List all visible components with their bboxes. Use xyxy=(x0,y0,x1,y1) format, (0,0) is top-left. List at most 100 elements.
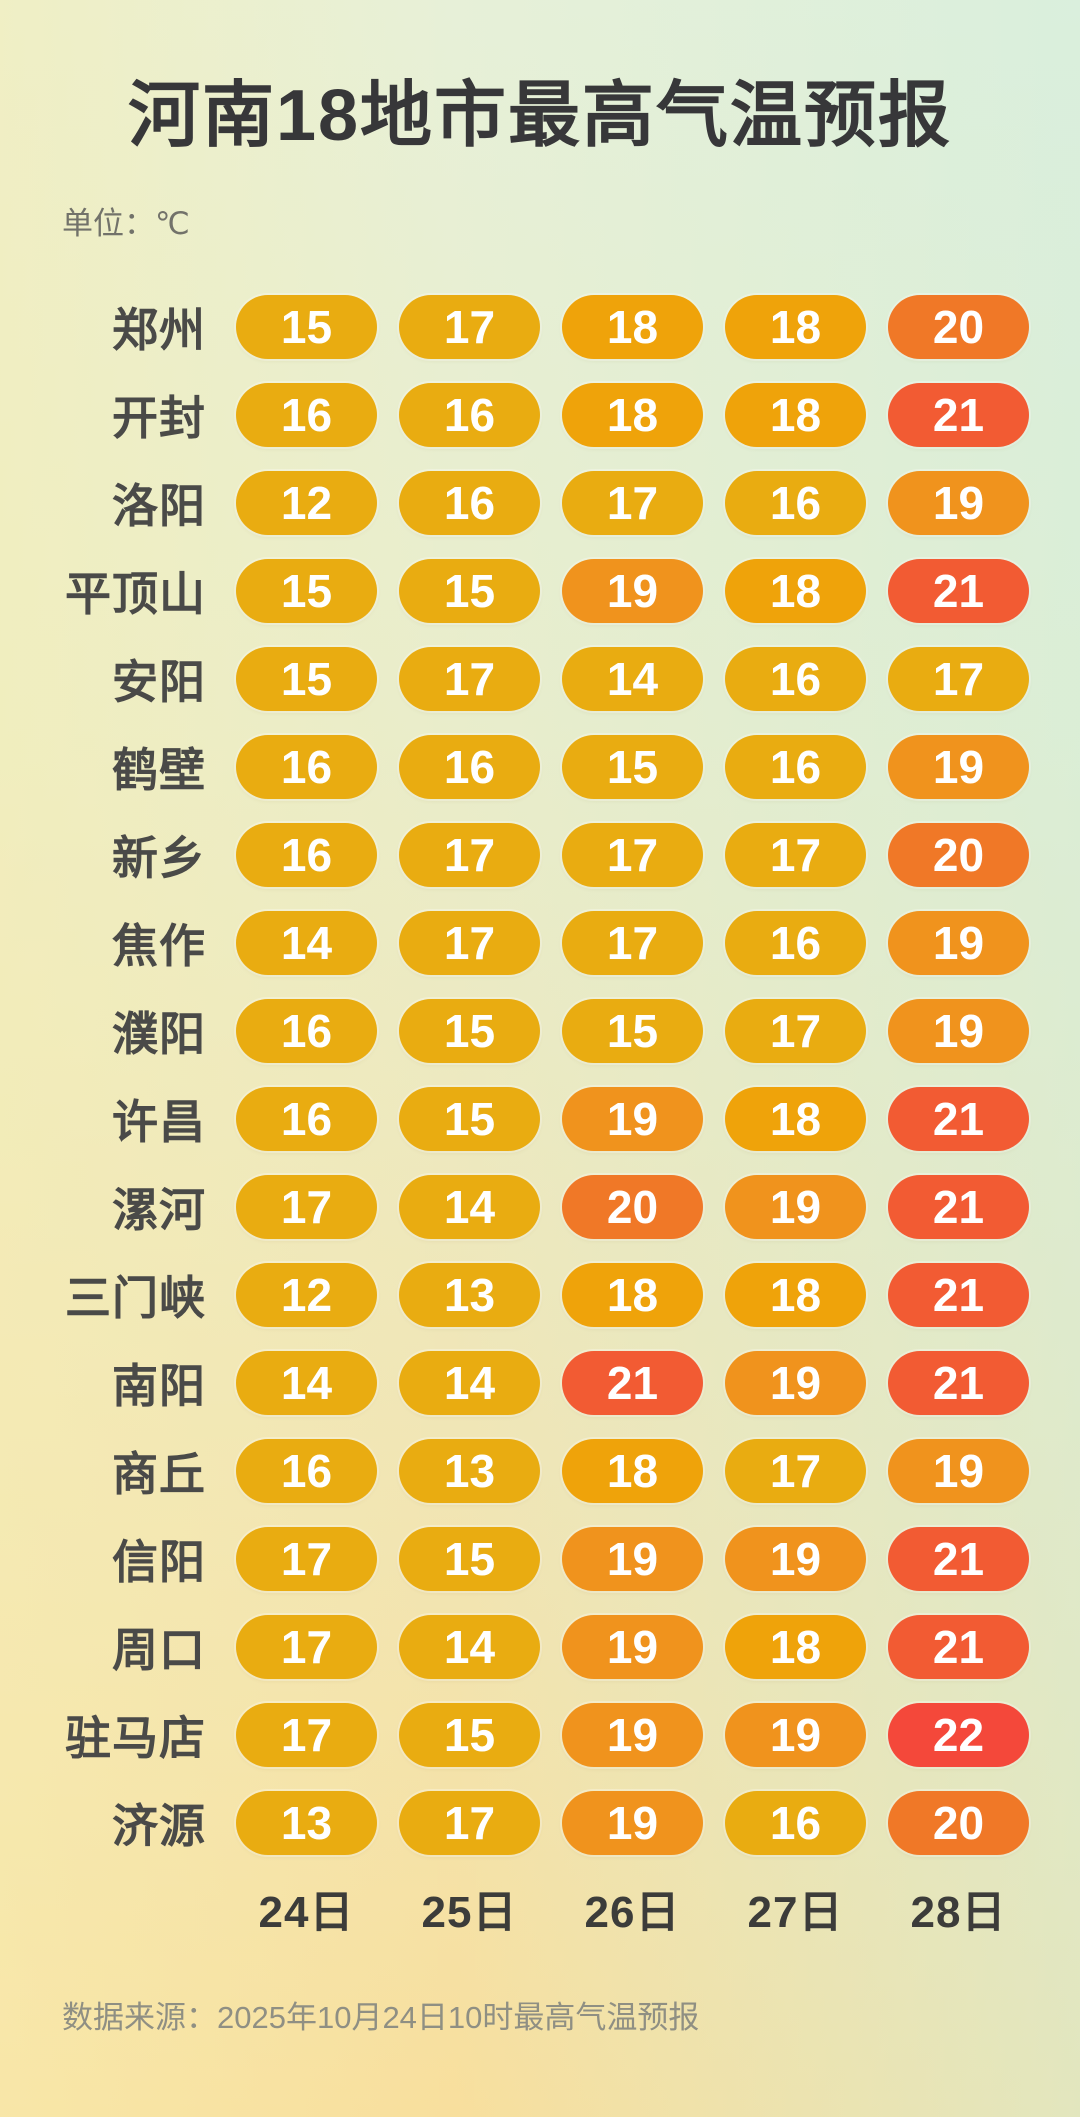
temp-value: 19 xyxy=(769,1533,822,1585)
city-label: 平顶山 xyxy=(65,568,206,620)
city-label: 濮阳 xyxy=(112,1008,206,1060)
city-label: 驻马店 xyxy=(65,1712,206,1764)
temp-pill: 18 xyxy=(562,1263,703,1327)
temp-pill: 21 xyxy=(562,1351,703,1415)
date-label: 24日 xyxy=(258,1888,355,1937)
temp-value: 18 xyxy=(769,389,822,441)
temp-pill: 13 xyxy=(399,1439,540,1503)
temp-value: 19 xyxy=(932,741,985,793)
temp-value: 19 xyxy=(932,1005,985,1057)
temp-pill: 15 xyxy=(562,999,703,1063)
temp-pill: 18 xyxy=(725,559,866,623)
temp-value: 21 xyxy=(932,1621,985,1673)
temp-value: 16 xyxy=(769,917,822,969)
date-axis: 24日 25日 26日 27日 28日 xyxy=(236,1891,1080,1935)
temp-pill: 16 xyxy=(725,1791,866,1855)
temp-pill: 14 xyxy=(236,1351,377,1415)
date-label: 28日 xyxy=(910,1888,1007,1937)
temp-value: 17 xyxy=(606,829,659,881)
temp-value: 15 xyxy=(606,741,659,793)
temp-value: 16 xyxy=(280,1005,333,1057)
temp-value: 16 xyxy=(443,741,496,793)
temp-pill: 16 xyxy=(725,735,866,799)
source-note: 数据来源：2025年10月24日10时最高气温预报 xyxy=(62,2000,700,2035)
temp-value: 15 xyxy=(280,301,333,353)
temp-value: 21 xyxy=(932,389,985,441)
temp-pill: 16 xyxy=(399,383,540,447)
temp-value: 14 xyxy=(280,917,333,969)
temp-pill: 13 xyxy=(236,1791,377,1855)
city-label: 安阳 xyxy=(112,656,206,708)
temp-pill: 19 xyxy=(562,1703,703,1767)
temp-value: 18 xyxy=(769,301,822,353)
temp-value: 18 xyxy=(769,1621,822,1673)
temp-value: 17 xyxy=(769,1005,822,1057)
temp-pill: 17 xyxy=(725,1439,866,1503)
table-row: 洛阳 12 16 17 16 19 xyxy=(0,471,1080,535)
temp-value: 17 xyxy=(443,1797,496,1849)
table-row: 郑州 15 17 18 18 20 xyxy=(0,295,1080,359)
date-label: 25日 xyxy=(421,1888,518,1937)
temp-value: 17 xyxy=(280,1181,333,1233)
temp-value: 18 xyxy=(606,1445,659,1497)
date-label: 26日 xyxy=(584,1888,681,1937)
temp-pill: 15 xyxy=(399,999,540,1063)
temp-pill: 21 xyxy=(888,1175,1029,1239)
temp-pill: 15 xyxy=(399,1527,540,1591)
temp-value: 19 xyxy=(769,1181,822,1233)
table-row: 南阳 14 14 21 19 21 xyxy=(0,1351,1080,1415)
temp-pill: 19 xyxy=(725,1175,866,1239)
temp-value: 16 xyxy=(280,829,333,881)
temp-pill: 16 xyxy=(236,735,377,799)
temp-pill: 14 xyxy=(399,1351,540,1415)
temp-value: 14 xyxy=(280,1357,333,1409)
temp-value: 17 xyxy=(606,477,659,529)
temp-pill: 19 xyxy=(725,1351,866,1415)
temp-value: 13 xyxy=(280,1797,333,1849)
temp-value: 16 xyxy=(443,477,496,529)
temp-pill: 14 xyxy=(399,1615,540,1679)
temp-pill: 19 xyxy=(562,1615,703,1679)
temp-pill: 19 xyxy=(725,1527,866,1591)
temp-value: 15 xyxy=(606,1005,659,1057)
temp-value: 18 xyxy=(769,1269,822,1321)
temp-value: 12 xyxy=(280,1269,333,1321)
temp-pill: 15 xyxy=(236,647,377,711)
temp-value: 17 xyxy=(443,653,496,705)
temp-pill: 19 xyxy=(888,911,1029,975)
temp-value: 16 xyxy=(769,741,822,793)
temp-pill: 15 xyxy=(399,1703,540,1767)
temp-value: 16 xyxy=(769,477,822,529)
page-title: 河南18地市最高气温预报 xyxy=(127,76,953,156)
temp-pill: 19 xyxy=(562,1087,703,1151)
temp-pill: 15 xyxy=(399,559,540,623)
city-label: 郑州 xyxy=(112,304,206,356)
temp-value: 20 xyxy=(932,829,985,881)
temp-value: 14 xyxy=(443,1621,496,1673)
temp-value: 19 xyxy=(932,477,985,529)
temp-value: 19 xyxy=(606,1093,659,1145)
temp-value: 22 xyxy=(932,1709,985,1761)
temp-pill: 17 xyxy=(725,823,866,887)
temp-value: 17 xyxy=(606,917,659,969)
temp-value: 21 xyxy=(932,1269,985,1321)
temp-value: 13 xyxy=(443,1445,496,1497)
temp-pill: 18 xyxy=(562,383,703,447)
temp-pill: 21 xyxy=(888,1527,1029,1591)
temp-pill: 17 xyxy=(399,823,540,887)
temp-pill: 17 xyxy=(562,471,703,535)
temp-pill: 20 xyxy=(562,1175,703,1239)
forecast-table: 郑州 15 17 18 18 20 开封 16 16 18 18 21 洛阳 12 16 17 16 19 平顶山 1… xyxy=(0,295,1080,1855)
temp-pill: 17 xyxy=(399,1791,540,1855)
temp-pill: 21 xyxy=(888,1615,1029,1679)
temp-value: 19 xyxy=(606,565,659,617)
temp-value: 17 xyxy=(280,1533,333,1585)
temp-value: 15 xyxy=(443,1093,496,1145)
city-label: 焦作 xyxy=(112,920,206,972)
table-row: 新乡 16 17 17 17 20 xyxy=(0,823,1080,887)
temp-pill: 17 xyxy=(399,911,540,975)
temp-value: 21 xyxy=(932,1181,985,1233)
city-label: 济源 xyxy=(112,1800,206,1852)
temp-pill: 12 xyxy=(236,471,377,535)
temp-value: 17 xyxy=(443,829,496,881)
